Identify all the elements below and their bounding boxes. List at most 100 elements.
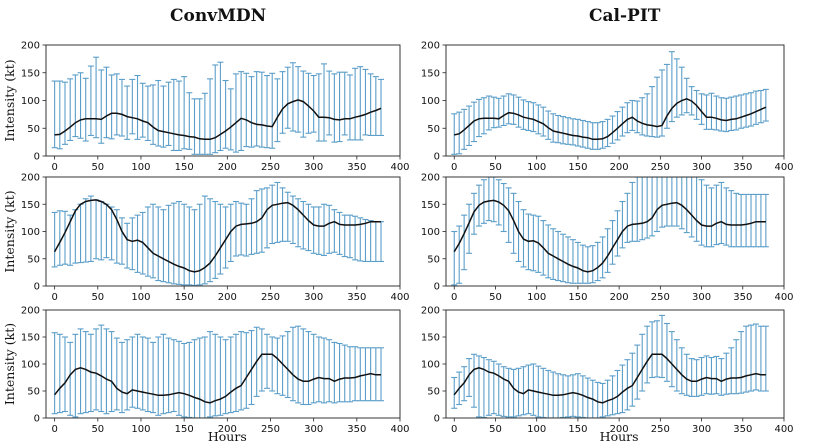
error-bar: [196, 98, 203, 155]
error-bar: [331, 209, 338, 253]
error-bar: [451, 113, 458, 155]
error-bar: [673, 177, 680, 227]
error-bar: [639, 177, 646, 241]
error-bar: [673, 58, 680, 118]
median-line: [53, 199, 381, 273]
error-bar: [545, 224, 552, 279]
error-bar: [698, 93, 705, 125]
error-bar: [222, 339, 229, 415]
error-bar: [569, 374, 576, 417]
error-bar: [594, 241, 601, 282]
x-tick-label: 150: [175, 162, 194, 173]
error-bar: [315, 336, 322, 403]
error-bar: [67, 214, 74, 266]
error-bar: [207, 331, 214, 418]
error-bar: [555, 230, 562, 282]
error-bar: [624, 192, 631, 243]
error-bar: [331, 73, 338, 143]
error-bar: [310, 206, 317, 254]
error-bar: [269, 336, 276, 392]
error-bar: [688, 177, 695, 238]
error-bar: [525, 101, 532, 132]
error-bar: [367, 73, 374, 137]
error-bar: [678, 177, 685, 230]
error-bar: [253, 71, 260, 147]
error-bar: [284, 191, 291, 242]
x-axis-label: Hours: [208, 429, 247, 444]
error-bar: [129, 336, 136, 408]
error-bar: [703, 355, 710, 395]
y-tick-label: 0: [434, 152, 440, 163]
x-tick-label: 300: [304, 424, 323, 435]
x-tick-label: 150: [175, 424, 194, 435]
error-bar: [515, 96, 522, 128]
panel-6: 0 50 100 150 200 250 300 350 400050100150200Hour…: [421, 306, 794, 445]
error-bar: [243, 72, 250, 148]
error-bar: [72, 74, 79, 138]
error-bar: [530, 214, 537, 272]
error-bar: [56, 80, 63, 150]
y-tick-label: 100: [421, 227, 440, 238]
error-bar: [67, 341, 74, 416]
x-tick-label: 350: [347, 292, 366, 303]
error-bar: [599, 382, 606, 418]
error-bar: [540, 106, 547, 137]
error-bar: [495, 97, 502, 128]
x-tick-label: 350: [733, 292, 752, 303]
error-bar: [490, 360, 497, 415]
error-bar: [87, 65, 94, 137]
error-bar: [530, 363, 537, 416]
panel-frame: [445, 44, 785, 157]
error-bar: [217, 61, 224, 151]
y-tick-label: 100: [21, 360, 40, 371]
error-bar: [505, 367, 512, 418]
error-bar: [51, 80, 58, 149]
error-bar: [238, 202, 245, 256]
x-tick-label: 300: [692, 424, 711, 435]
error-bar: [341, 344, 348, 403]
error-bar: [305, 72, 312, 134]
error-bar: [118, 217, 125, 265]
error-bar: [629, 99, 636, 132]
y-tick-label: 0: [434, 282, 440, 293]
x-tick-label: 250: [261, 424, 280, 435]
error-bar: [98, 69, 105, 144]
error-bar: [264, 187, 271, 249]
error-bar: [738, 94, 745, 129]
error-bar: [274, 337, 281, 395]
panel-2: 0 50 100 150 200 250 300 350 400 0 50 100 150 200: [421, 41, 794, 174]
error-bar: [599, 121, 606, 149]
y-axis-label: Intensity (kt): [2, 323, 17, 405]
error-bar: [191, 209, 198, 286]
error-bar: [752, 90, 759, 125]
error-bar: [160, 209, 167, 283]
error-bar: [550, 228, 557, 281]
error-bar: [693, 177, 700, 242]
error-bar: [757, 89, 764, 124]
plot-area: [451, 177, 769, 286]
error-bar: [752, 193, 759, 248]
panel-5: 0 50 100 150 200 250 300 350 400 0 50 100 150 200 Inte…: [2, 306, 410, 445]
error-bar: [98, 324, 105, 413]
error-bar: [201, 336, 208, 418]
error-bar: [352, 67, 359, 141]
error-bar: [748, 193, 755, 248]
error-bar: [723, 97, 730, 133]
error-bar: [624, 102, 631, 134]
error-bar: [258, 328, 265, 392]
error-bar: [743, 93, 750, 128]
error-bar: [175, 340, 182, 416]
median-line: [54, 99, 382, 141]
error-bar: [752, 323, 759, 391]
x-tick-label: 350: [347, 162, 366, 173]
x-tick-label: 250: [651, 292, 670, 303]
error-bar: [222, 206, 229, 269]
error-bar: [619, 106, 626, 137]
error-bar: [495, 363, 502, 416]
error-bar: [196, 203, 203, 286]
error-bar: [535, 104, 542, 135]
error-bar: [295, 325, 302, 404]
error-bar: [609, 375, 616, 416]
error-bar: [181, 342, 188, 418]
error-bar: [87, 195, 94, 263]
